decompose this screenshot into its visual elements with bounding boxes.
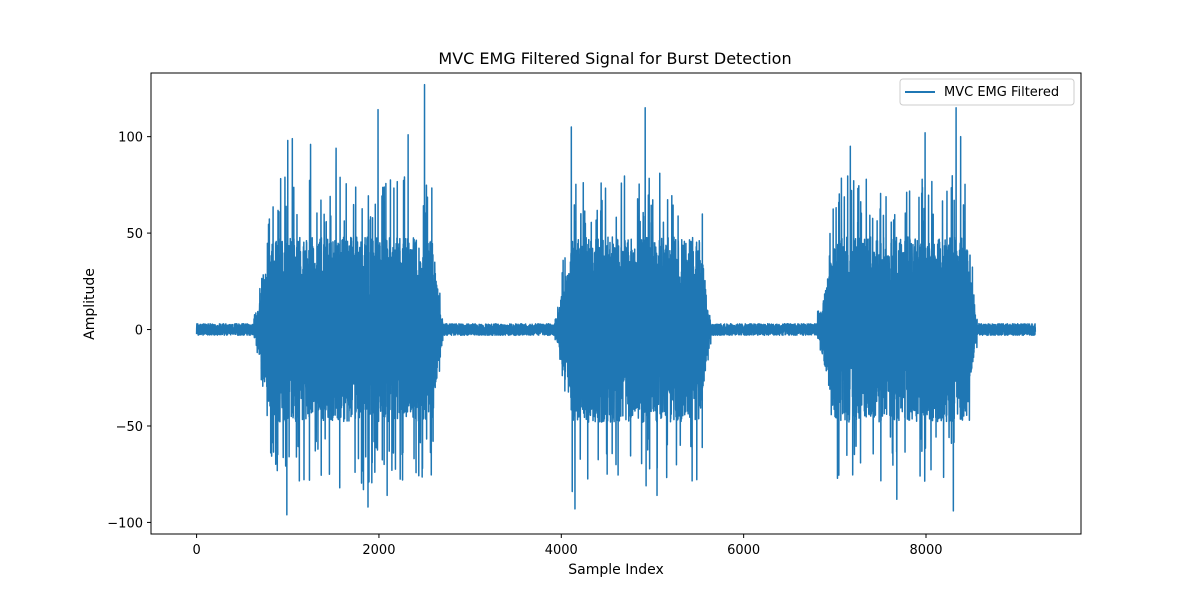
x-axis-label: Sample Index	[568, 562, 663, 578]
chart-title: MVC EMG Filtered Signal for Burst Detect…	[438, 49, 791, 68]
y-tick-label: 100	[118, 131, 143, 146]
y-axis: −100 −50 0 50 100	[107, 131, 151, 531]
y-tick-label: 0	[135, 324, 143, 339]
plot-area	[150, 72, 1082, 535]
x-axis: 0 2000 4000 6000 8000	[192, 534, 943, 558]
y-tick-label: −100	[107, 516, 143, 531]
x-tick-label: 8000	[909, 543, 942, 558]
plot-frame	[150, 72, 1082, 535]
x-tick-label: 0	[192, 543, 200, 558]
y-tick-label: 50	[126, 227, 143, 242]
y-tick-label: −50	[116, 420, 143, 435]
legend: MVC EMG Filtered	[899, 78, 1075, 106]
y-axis-label: Amplitude	[82, 268, 98, 340]
x-tick-label: 2000	[362, 543, 395, 558]
x-tick-label: 4000	[545, 543, 578, 558]
legend-box	[899, 78, 1075, 106]
series-line-mvc-emg-filtered	[195, 83, 1037, 516]
x-tick-label: 6000	[727, 543, 760, 558]
series-layer	[195, 83, 1037, 516]
legend-label: MVC EMG Filtered	[944, 85, 1059, 100]
